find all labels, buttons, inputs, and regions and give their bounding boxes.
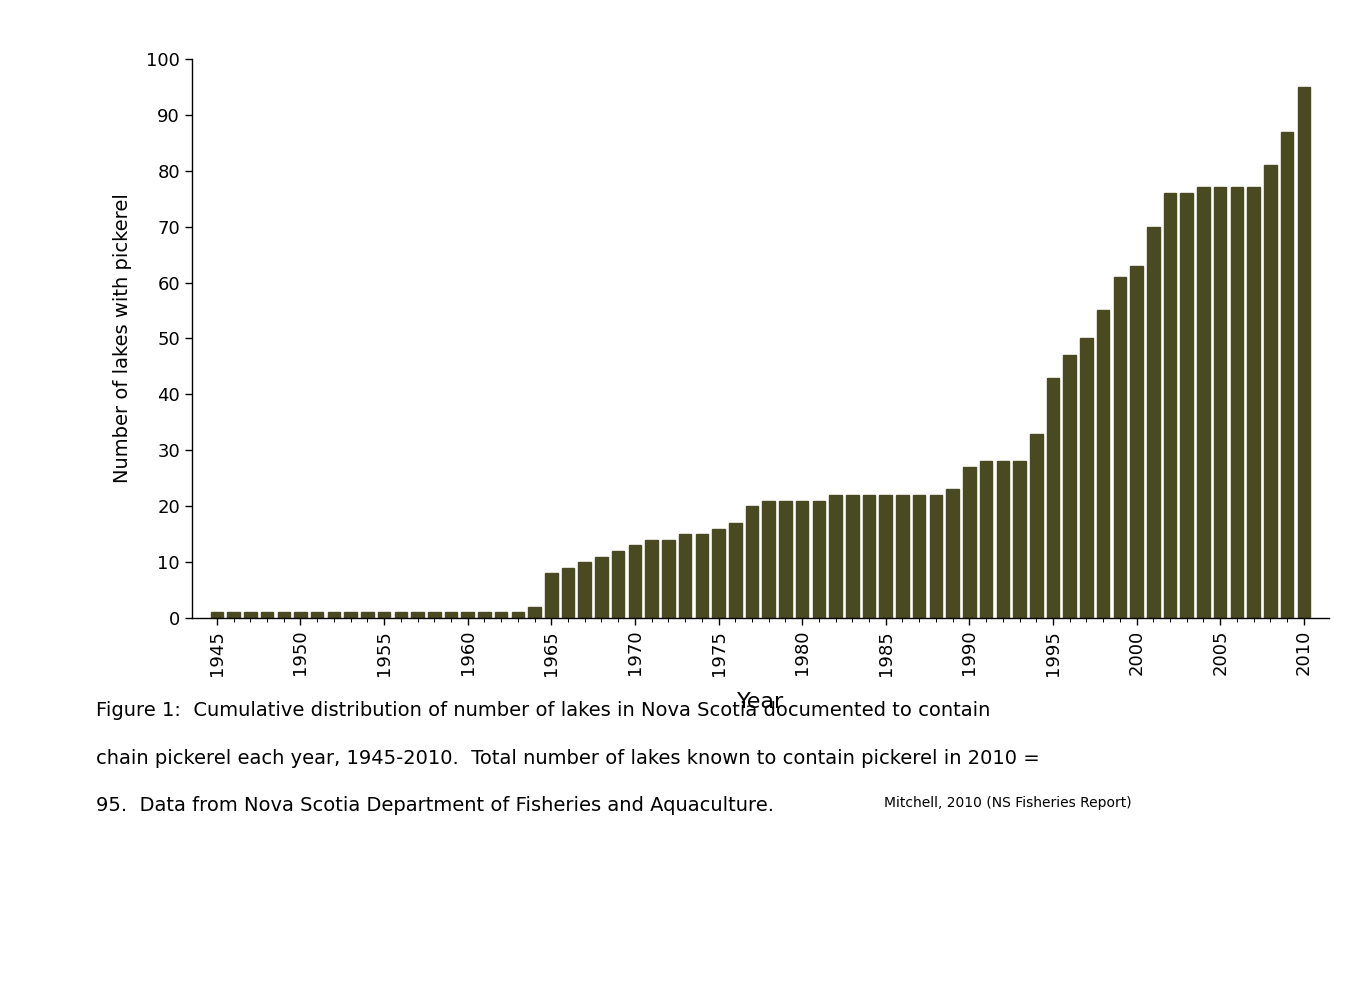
Bar: [696, 534, 708, 618]
Bar: [478, 612, 490, 618]
Bar: [678, 534, 692, 618]
Bar: [1197, 187, 1210, 618]
Bar: [1114, 277, 1126, 618]
Bar: [712, 529, 725, 618]
Bar: [1047, 378, 1059, 618]
Bar: [462, 612, 474, 618]
Bar: [947, 490, 959, 618]
Bar: [829, 495, 843, 618]
Bar: [980, 461, 992, 618]
Bar: [211, 612, 223, 618]
Bar: [562, 568, 574, 618]
Bar: [1230, 187, 1243, 618]
Bar: [495, 612, 507, 618]
Bar: [1265, 165, 1277, 618]
Bar: [227, 612, 240, 618]
Bar: [763, 500, 775, 618]
Bar: [378, 612, 390, 618]
Bar: [1247, 187, 1260, 618]
Bar: [780, 500, 792, 618]
Text: Figure 1:  Cumulative distribution of number of lakes in Nova Scotia documented : Figure 1: Cumulative distribution of num…: [96, 701, 991, 720]
Bar: [395, 612, 407, 618]
Bar: [411, 612, 423, 618]
Bar: [912, 495, 926, 618]
Bar: [629, 545, 641, 618]
Bar: [996, 461, 1010, 618]
Bar: [445, 612, 458, 618]
Bar: [963, 467, 975, 618]
X-axis label: Year: Year: [737, 693, 784, 712]
Bar: [745, 506, 758, 618]
Bar: [529, 607, 541, 618]
Bar: [729, 523, 741, 618]
Bar: [595, 556, 608, 618]
Bar: [880, 495, 892, 618]
Bar: [427, 612, 441, 618]
Bar: [1097, 310, 1110, 618]
Bar: [578, 562, 590, 618]
Bar: [278, 612, 290, 618]
Bar: [1080, 338, 1093, 618]
Bar: [812, 500, 825, 618]
Bar: [511, 612, 525, 618]
Bar: [1163, 193, 1177, 618]
Bar: [344, 612, 358, 618]
Bar: [260, 612, 274, 618]
Bar: [545, 573, 558, 618]
Bar: [847, 495, 859, 618]
Bar: [311, 612, 323, 618]
Bar: [662, 540, 674, 618]
Bar: [1014, 461, 1026, 618]
Bar: [796, 500, 808, 618]
Bar: [863, 495, 875, 618]
Bar: [1063, 355, 1075, 618]
Y-axis label: Number of lakes with pickerel: Number of lakes with pickerel: [114, 193, 133, 484]
Text: chain pickerel each year, 1945-2010.  Total number of lakes known to contain pic: chain pickerel each year, 1945-2010. Tot…: [96, 749, 1040, 767]
Bar: [645, 540, 658, 618]
Bar: [1281, 131, 1293, 618]
Bar: [1214, 187, 1226, 618]
Bar: [362, 612, 374, 618]
Bar: [295, 612, 307, 618]
Bar: [896, 495, 908, 618]
Bar: [1147, 227, 1159, 618]
Bar: [1181, 193, 1193, 618]
Bar: [1297, 86, 1310, 618]
Text: Mitchell, 2010 (NS Fisheries Report): Mitchell, 2010 (NS Fisheries Report): [884, 796, 1132, 809]
Bar: [1030, 434, 1043, 618]
Text: 95.  Data from Nova Scotia Department of Fisheries and Aquaculture.: 95. Data from Nova Scotia Department of …: [96, 796, 774, 814]
Bar: [244, 612, 256, 618]
Bar: [1130, 266, 1143, 618]
Bar: [930, 495, 943, 618]
Bar: [612, 551, 625, 618]
Bar: [327, 612, 340, 618]
